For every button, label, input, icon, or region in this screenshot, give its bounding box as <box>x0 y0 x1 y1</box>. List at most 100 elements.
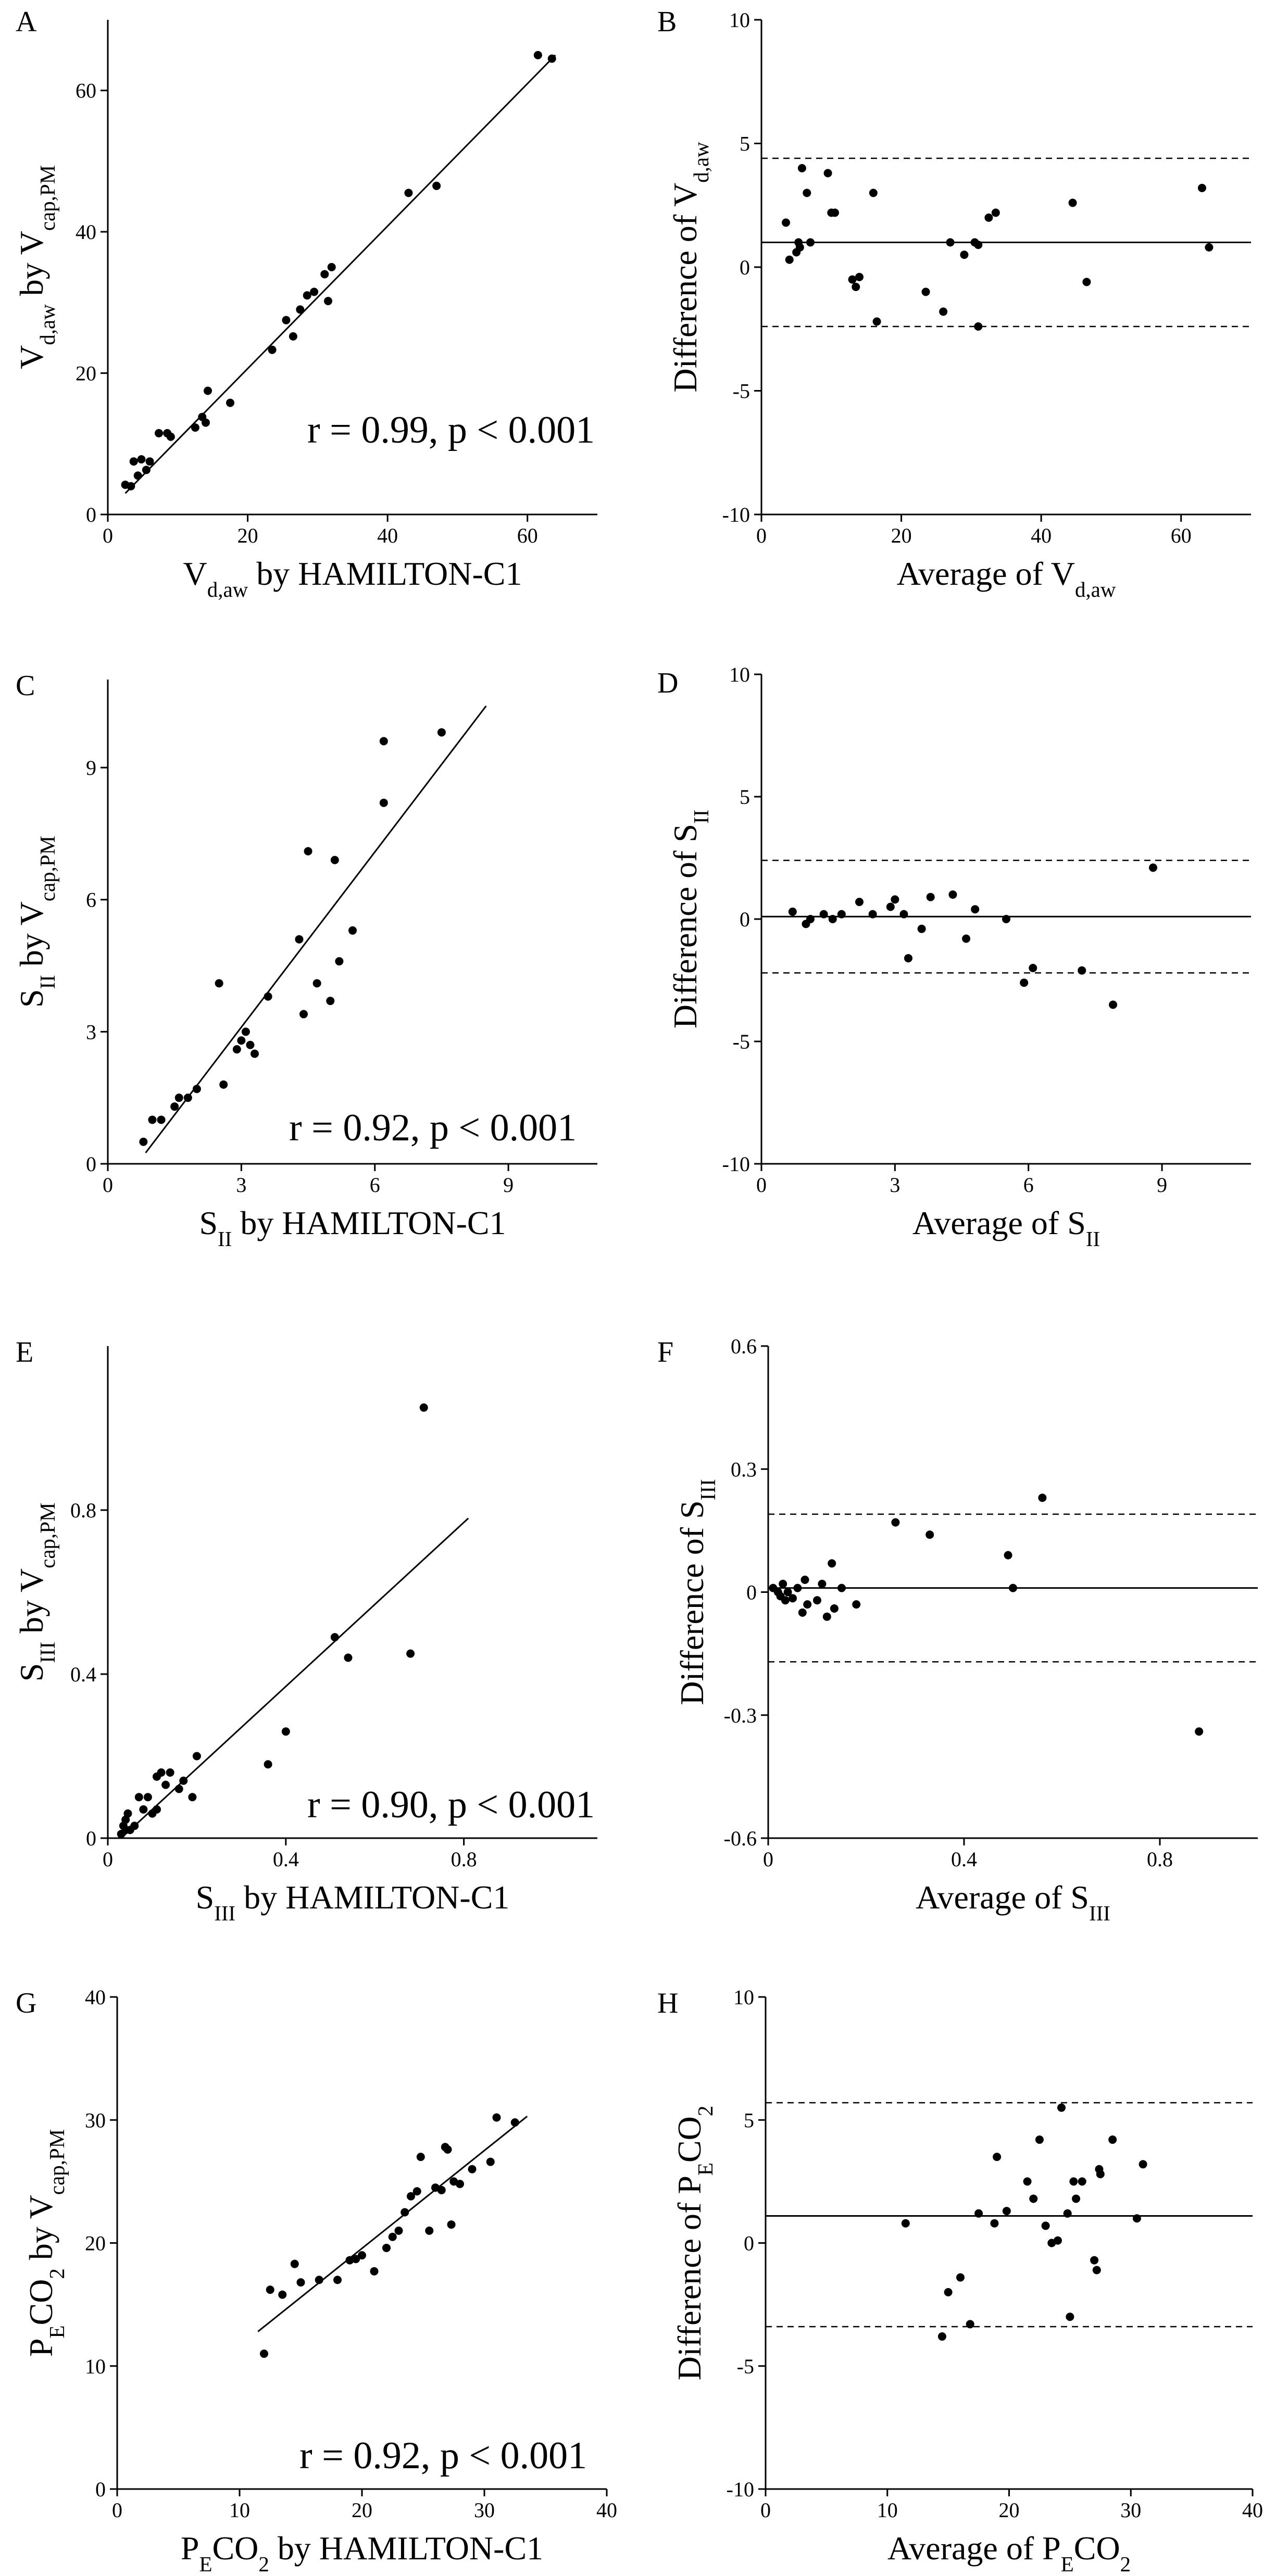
y-tick-label: 0.3 <box>731 1457 757 1481</box>
data-point <box>974 2209 983 2218</box>
data-point <box>388 2232 397 2241</box>
data-point <box>926 893 935 901</box>
x-tick-label: 40 <box>1242 2498 1263 2522</box>
data-point <box>348 926 357 935</box>
data-point <box>289 332 297 341</box>
data-point <box>130 1821 139 1830</box>
data-point <box>315 2276 323 2284</box>
y-tick-label: -5 <box>737 2355 754 2378</box>
y-tick-label: 0 <box>740 256 750 279</box>
data-point <box>296 305 305 314</box>
data-point <box>1139 2160 1147 2169</box>
y-tick-label: -10 <box>722 503 750 526</box>
data-point <box>264 1760 272 1769</box>
data-point <box>1004 1551 1012 1560</box>
data-point <box>974 322 983 331</box>
x-tick-label: 3 <box>236 1173 246 1197</box>
y-tick-label: 9 <box>86 756 96 780</box>
y-tick-label: 0.8 <box>70 1499 96 1522</box>
data-point <box>800 1575 809 1584</box>
x-axis-title: Average of SIII <box>916 1879 1110 1925</box>
data-point <box>785 255 794 264</box>
x-axis-title: SIII by HAMILTON-C1 <box>196 1879 510 1925</box>
data-point <box>192 1085 201 1094</box>
x-tick-label: 30 <box>474 2498 495 2522</box>
data-point <box>789 1594 797 1603</box>
data-point <box>781 1596 790 1605</box>
data-point <box>153 1805 161 1814</box>
data-point <box>133 471 142 480</box>
data-point <box>188 1793 197 1802</box>
data-point <box>215 979 223 988</box>
data-point <box>948 890 957 899</box>
data-point <box>330 1633 339 1642</box>
data-point <box>837 1584 846 1592</box>
data-point <box>296 2278 305 2287</box>
panel-e: E 0 0.4 0.8 0 0.4 0.8 SIII by HAMILTON-C1 SIII b… <box>13 1336 597 1925</box>
panel-letter: G <box>16 1987 36 2019</box>
data-point <box>174 1785 183 1793</box>
data-point <box>333 2276 342 2284</box>
data-point <box>1020 978 1029 987</box>
data-point <box>797 164 806 172</box>
panel-letter: D <box>657 667 678 699</box>
data-point <box>1078 2177 1086 2186</box>
data-point <box>547 54 556 63</box>
y-tick-label: -5 <box>733 380 750 403</box>
data-point <box>123 1809 132 1818</box>
data-point <box>990 2219 999 2228</box>
data-point <box>219 1080 228 1089</box>
panel-f: F 0 0.4 0.8 -0.6 -0.3 0 0.3 0.6 Average of SIII Di… <box>657 1335 1258 1925</box>
data-point <box>401 2208 409 2217</box>
data-point <box>960 250 969 259</box>
x-tick-label: 60 <box>1171 524 1192 547</box>
data-point <box>492 2113 501 2122</box>
data-point <box>281 1727 290 1736</box>
data-point <box>803 189 811 197</box>
data-point <box>803 1600 812 1609</box>
data-point <box>793 1584 802 1592</box>
data-point <box>352 2255 360 2264</box>
x-axis-title: SII by HAMILTON-C1 <box>199 1204 506 1251</box>
regression-line <box>257 2115 528 2332</box>
data-point <box>432 181 441 190</box>
y-tick-label: 5 <box>744 2108 754 2132</box>
data-point <box>823 169 832 178</box>
data-point <box>971 905 980 914</box>
y-tick-label: 0.6 <box>731 1335 757 1358</box>
data-point <box>191 423 199 432</box>
data-point <box>456 2180 464 2189</box>
data-point <box>1078 966 1086 975</box>
data-point <box>1035 2135 1044 2144</box>
y-tick-label: 0 <box>746 1581 757 1604</box>
data-point <box>788 907 797 916</box>
data-point <box>327 263 336 271</box>
correlation-annotation: r = 0.90, p < 0.001 <box>307 1783 595 1826</box>
y-axis-title: Difference of Vd,aw <box>667 142 713 393</box>
data-point <box>813 1596 821 1605</box>
x-tick-label: 20 <box>999 2498 1020 2522</box>
data-point <box>174 1094 183 1102</box>
correlation-annotation: r = 0.92, p < 0.001 <box>299 2434 587 2477</box>
data-point <box>295 935 304 944</box>
data-point <box>320 270 329 279</box>
data-point <box>795 243 804 252</box>
data-point <box>299 1010 308 1019</box>
data-point <box>303 291 311 300</box>
x-tick-label: 20 <box>352 2498 372 2522</box>
y-tick-label: 30 <box>85 2108 106 2132</box>
data-point <box>358 2251 366 2260</box>
data-point <box>1029 2194 1038 2203</box>
data-point <box>379 737 388 746</box>
data-point <box>394 2226 403 2235</box>
data-point <box>157 1768 166 1777</box>
y-axis-title: Vd,aw by Vcap,PM <box>13 165 59 369</box>
data-point <box>1009 1584 1017 1592</box>
panel-letter: A <box>16 6 37 38</box>
data-point <box>1002 915 1010 923</box>
data-point <box>437 728 446 737</box>
data-point <box>264 992 272 1001</box>
data-point <box>282 316 291 324</box>
data-point <box>855 898 864 907</box>
y-tick-label: 10 <box>729 8 750 32</box>
